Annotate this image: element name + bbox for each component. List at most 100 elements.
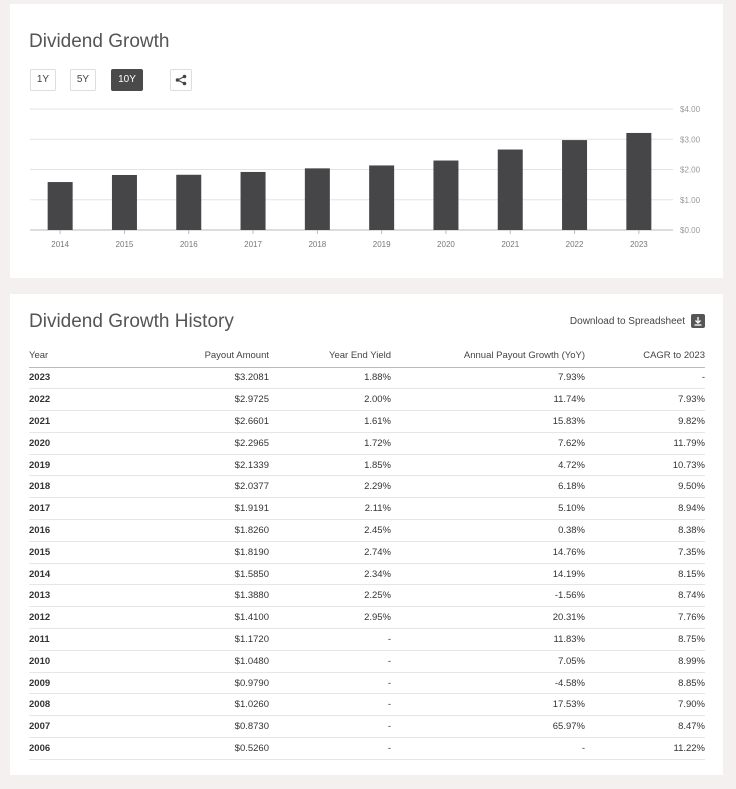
cell-year: 2021 [29,410,117,433]
table-row: 2010 $1.0480-7.05% 8.99% [29,650,705,673]
cell-cagr: 8.74% [585,584,705,608]
y-tick-label: $2.00 [680,166,701,175]
cell-yield: 2.11% [269,497,391,521]
period-5y-button[interactable]: 5Y [70,69,96,91]
table-row: 2019 $2.1339 1.85% 4.72% 10.73% [29,454,705,477]
table-row: 2009 $0.9790- -4.58% 8.85% [29,672,705,695]
cell-payout: $1.3880 [117,584,269,608]
cell-cagr: 9.50% [585,475,705,499]
x-tick-label: 2017 [244,240,262,249]
bar-2019[interactable] [369,165,395,230]
cell-payout: $2.0377 [117,475,269,499]
cell-year: 2018 [29,475,117,499]
cell-year: 2019 [29,454,117,477]
cell-growth: 11.74% [391,388,585,412]
cell-growth: 7.05% [391,650,585,673]
cell-payout: $0.8730 [117,715,269,739]
col-header-cagr[interactable]: CAGR to 2023 [585,345,705,368]
x-tick-label: 2022 [566,240,584,249]
x-tick-label: 2016 [180,240,198,249]
bar-2017[interactable] [240,171,266,230]
cell-yield: 2.25% [269,584,391,608]
cell-payout: $2.6601 [117,410,269,433]
cell-growth: 65.97% [391,715,585,739]
cell-payout: $3.2081 [117,367,269,390]
cell-growth: 5.10% [391,497,585,521]
dividend-bar-chart: $0.00 $1.00 $2.00 $3.00 $4.00 2014 2015 2016 201… [30,105,701,249]
cell-yield: - [269,715,391,739]
cell-payout: $0.9790 [117,672,269,695]
share-button[interactable] [170,69,192,91]
cell-growth: 20.31% [391,606,585,630]
table-row: 2007 $0.8730-65.97% 8.47% [29,715,705,739]
col-header-payout[interactable]: Payout Amount [117,345,269,368]
download-spreadsheet-button[interactable]: Download to Spreadsheet [570,314,705,328]
cell-yield: 1.85% [269,454,391,477]
cell-year: 2007 [29,715,117,739]
cell-yield: - [269,737,391,760]
cell-growth: 0.38% [391,519,585,542]
cell-yield: - [269,672,391,695]
cell-yield: - [269,650,391,673]
cell-growth: 17.53% [391,693,585,717]
cell-cagr: 11.22% [585,737,705,760]
col-header-yield[interactable]: Year End Yield [269,345,391,368]
x-tick-label: 2019 [373,240,391,249]
cell-year: 2009 [29,672,117,695]
download-label: Download to Spreadsheet [569,315,685,327]
table-row: 2023 $3.2081 1.88% 7.93% - [29,367,705,390]
period-1y-button[interactable]: 1Y [30,69,56,91]
col-header-year[interactable]: Year [29,345,117,368]
cell-payout: $1.0480 [117,650,269,673]
cell-year: 2017 [29,497,117,521]
bar-2015[interactable] [111,174,137,230]
bar-2022[interactable] [562,140,588,230]
cell-cagr: 7.90% [585,693,705,717]
cell-cagr: 9.82% [585,410,705,433]
bar-2020[interactable] [433,160,459,230]
cell-payout: $1.8190 [117,541,269,564]
x-tick-label: 2014 [51,240,69,249]
dividend-growth-card: Dividend Growth 1Y 5Y 10Y $0.00 $1.00 $2.0… [10,4,723,278]
cell-payout: $1.9191 [117,497,269,521]
y-tick-label: $1.00 [680,196,701,205]
bar-2016[interactable] [176,174,202,230]
cell-year: 2010 [29,650,117,673]
cell-yield: - [269,628,391,651]
cell-cagr: - [585,367,705,390]
table-row: 2011 $1.1720-11.83% 8.75% [29,628,705,651]
cell-yield: 2.29% [269,475,391,499]
cell-payout: $1.8260 [117,519,269,542]
bar-2023[interactable] [626,132,652,230]
table-row: 2015 $1.8190 2.74% 14.76% 7.35% [29,541,705,564]
y-tick-label: $0.00 [680,226,701,235]
history-title: Dividend Growth History [29,311,234,332]
cell-cagr: 7.76% [585,606,705,630]
x-tick-label: 2021 [501,240,519,249]
period-10y-button[interactable]: 10Y [111,69,143,91]
y-tick-label: $3.00 [680,135,701,144]
cell-year: 2023 [29,367,117,390]
bar-2014[interactable] [47,182,73,230]
cell-cagr: 8.99% [585,650,705,673]
table-row: 2016 $1.8260 2.45% 0.38% 8.38% [29,519,705,542]
cell-payout: $1.1720 [117,628,269,651]
share-icon [175,74,187,86]
bar-2021[interactable] [497,149,523,230]
table-row: 2020 $2.2965 1.72% 7.62% 11.79% [29,432,705,455]
table-row: 2012 $1.4100 2.95% 20.31% 7.76% [29,606,705,630]
cell-year: 2014 [29,563,117,586]
table-row: 2006 $0.5260- -11.22% [29,737,705,760]
table-row: 2014 $1.5850 2.34% 14.19% 8.15% [29,563,705,586]
cell-cagr: 11.79% [585,432,705,455]
chart-title: Dividend Growth [29,31,170,52]
cell-payout: $2.9725 [117,388,269,412]
col-header-growth[interactable]: Annual Payout Growth (YoY) [391,345,585,368]
cell-payout: $0.5260 [117,737,269,760]
download-icon [691,314,705,328]
table-row: 2018 $2.0377 2.29% 6.18% 9.50% [29,475,705,499]
x-tick-label: 2015 [116,240,134,249]
bar-2018[interactable] [304,168,330,230]
cell-yield: 1.72% [269,432,391,455]
table-row: 2017 $1.9191 2.11% 5.10% 8.94% [29,497,705,521]
